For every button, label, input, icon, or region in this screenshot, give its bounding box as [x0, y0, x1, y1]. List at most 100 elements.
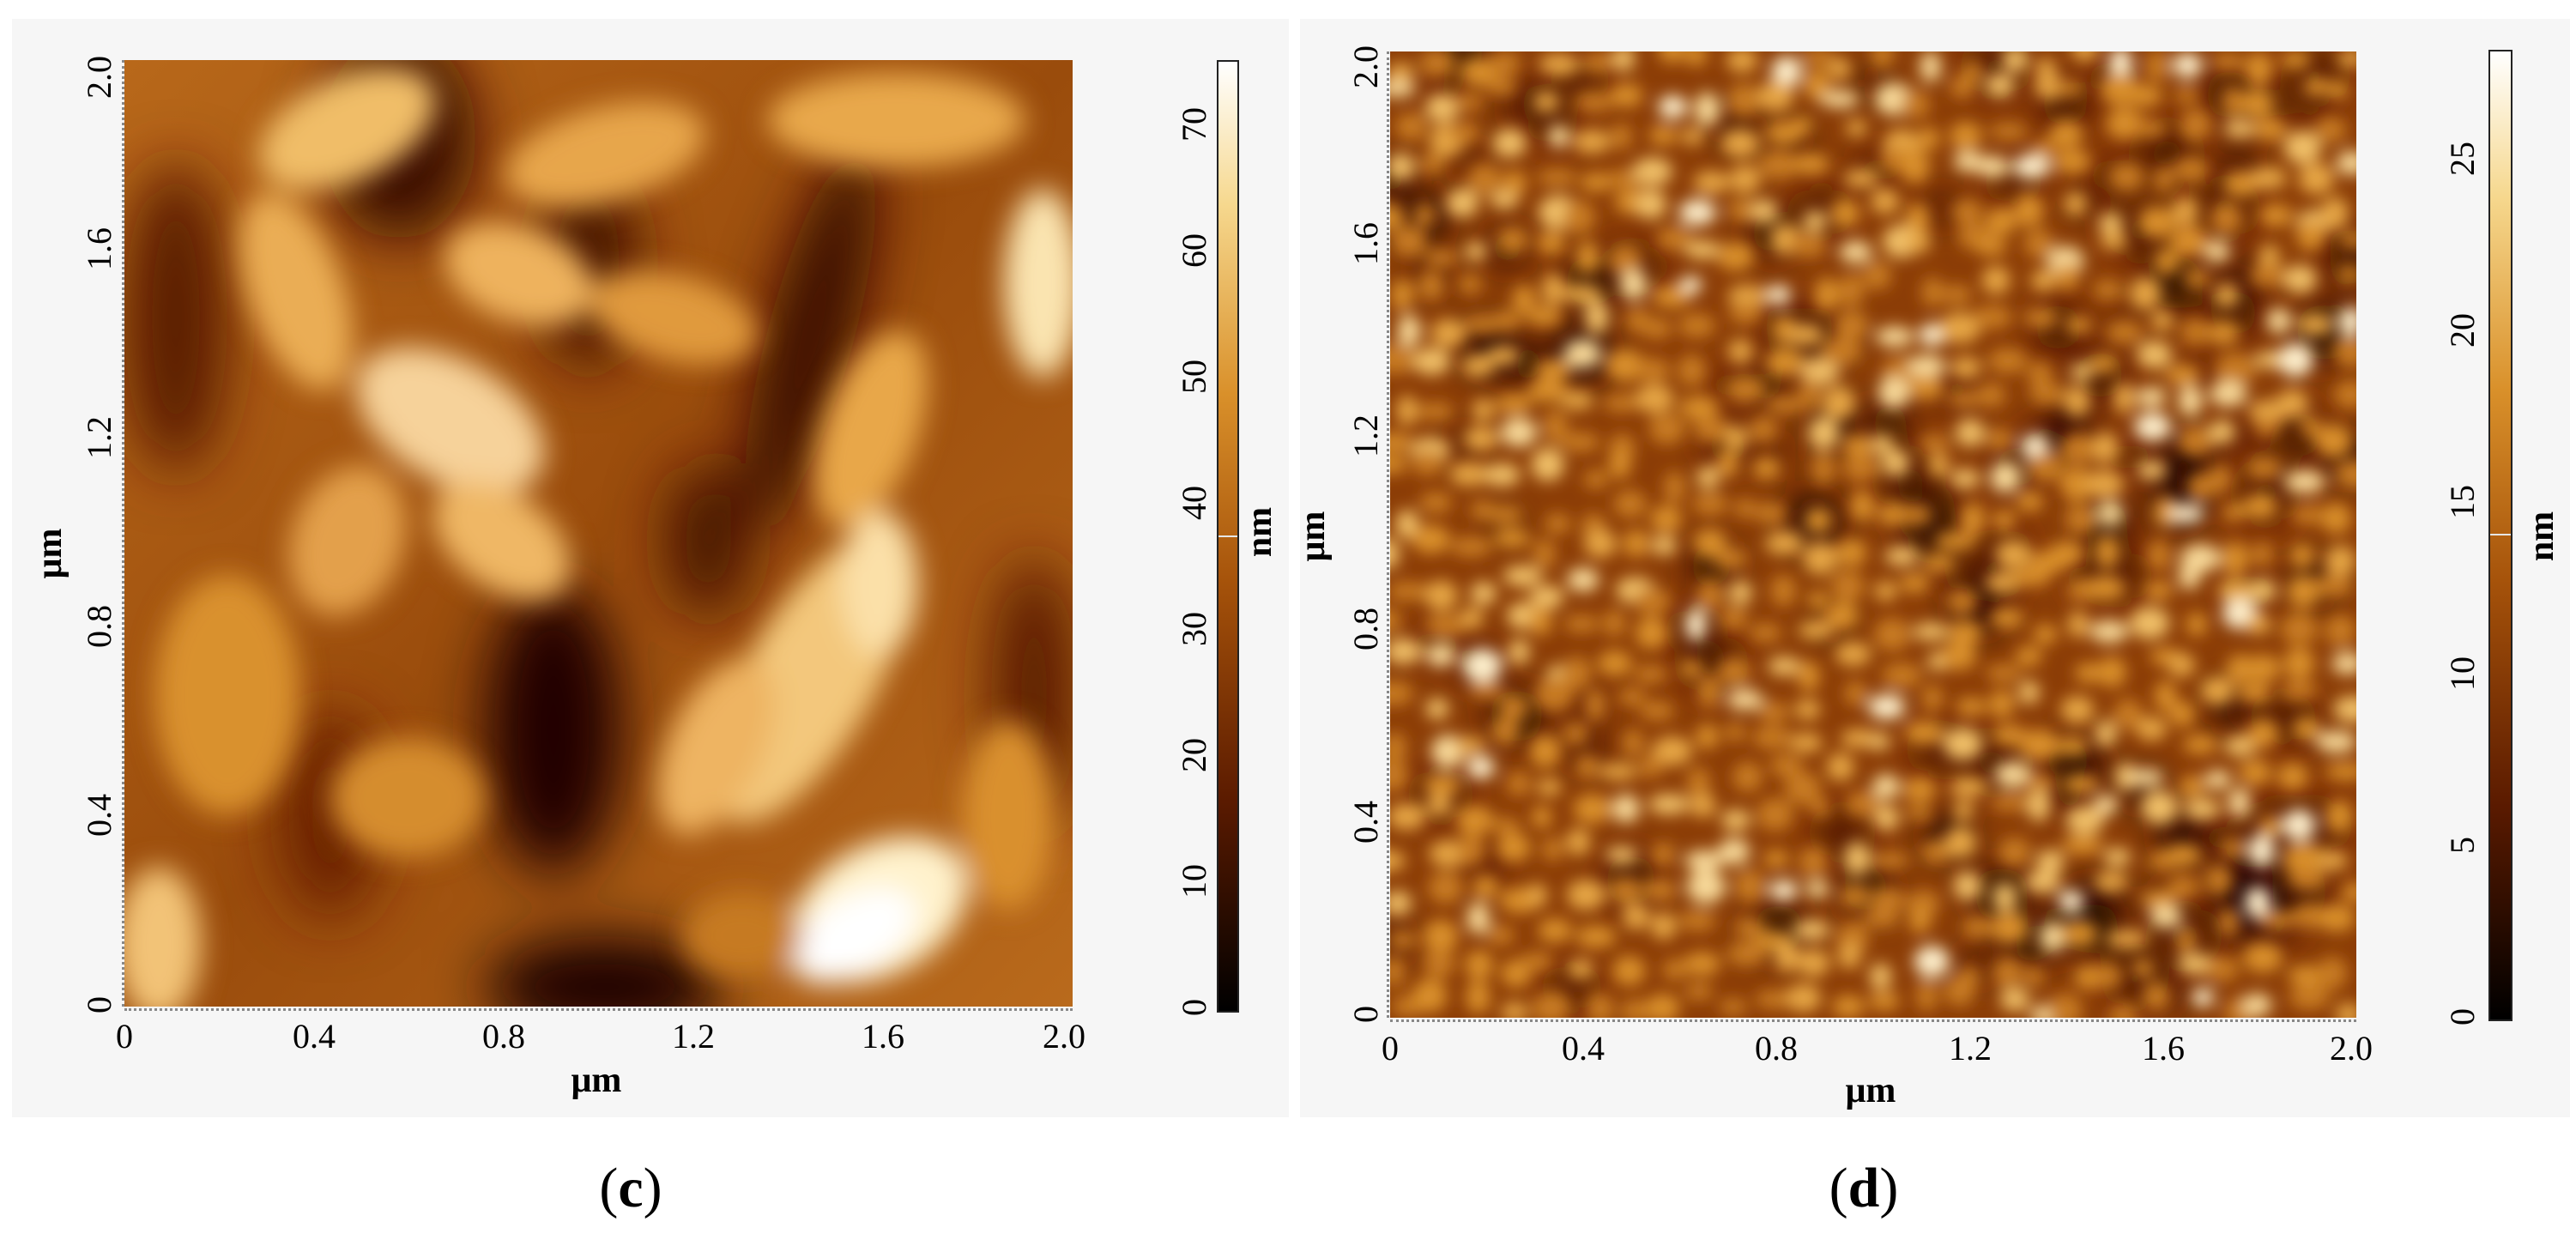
surface-grain [1809, 797, 1830, 818]
surface-grain [1882, 224, 1920, 258]
surface-grain [1560, 432, 1600, 452]
surface-grain [2259, 203, 2293, 227]
y-tick-label: 0.8 [80, 605, 118, 648]
surface-grain [1830, 570, 1865, 602]
surface-grain [2106, 320, 2144, 345]
surface-grain [2035, 850, 2065, 874]
surface-grain [1678, 313, 1716, 338]
surface-grain [2165, 364, 2201, 386]
surface-grain [1874, 805, 1900, 831]
surface-grain [1793, 919, 1830, 941]
surface-grain [1913, 622, 1949, 641]
surface-grain [1583, 469, 1609, 490]
surface-grain [2338, 306, 2356, 336]
surface-grain [1800, 357, 1841, 385]
surface-grain [1947, 620, 1983, 645]
surface-grain [1678, 910, 1716, 932]
surface-grain [2174, 926, 2197, 955]
surface-grain [1728, 302, 1763, 325]
surface-grain [1766, 285, 1792, 305]
surface-grain [1419, 51, 1454, 78]
colorbar-tick: 0 [2443, 1008, 2482, 1025]
surface-grain [1803, 210, 1827, 232]
surface-grain [1424, 249, 1459, 267]
surface-grain [1868, 991, 1900, 1011]
surface-grain [1390, 891, 1412, 916]
surface-grain [1573, 130, 1611, 154]
surface-grain [2321, 502, 2351, 535]
x-tick-label: 0.4 [1562, 1029, 1605, 1068]
x-tick-label: 0.8 [482, 1017, 525, 1056]
surface-grain [1650, 505, 1683, 533]
surface-grain [2249, 166, 2287, 190]
surface-grain [2246, 614, 2271, 635]
surface-grain [1531, 805, 1552, 829]
colorbar-tick: 40 [1175, 486, 1213, 520]
surface-grain [1828, 57, 1852, 80]
surface-grain [1466, 755, 1495, 779]
surface-grain [1869, 963, 1892, 990]
surface-grain [1612, 794, 1640, 823]
surface-grain [1950, 356, 1982, 379]
surface-grain [1804, 506, 1833, 535]
surface-grain [2098, 212, 2123, 235]
x-tick-label: 2.0 [2330, 1029, 2373, 1068]
surface-grain [2027, 788, 2051, 822]
surface-grain [2254, 417, 2279, 438]
surface-grain [1717, 242, 1755, 271]
surface-grain [1662, 959, 1687, 981]
surface-grain [1902, 89, 1931, 119]
surface-grain [1448, 462, 1490, 487]
surface-grain [1663, 471, 1685, 505]
x-axis-unit-c: μm [571, 1061, 622, 1100]
surface-grain [2057, 263, 2079, 291]
surface-grain [2244, 886, 2271, 919]
surface-grain [2178, 384, 2203, 416]
surface-grain [1915, 980, 1938, 1013]
surface-grain [2070, 362, 2093, 381]
surface-grain [1503, 565, 1543, 587]
surface-grain [2210, 201, 2243, 236]
surface-pit [2113, 442, 2144, 472]
surface-grain [1430, 318, 1466, 348]
surface-grain [2113, 699, 2143, 729]
surface-grain [1942, 641, 1977, 671]
surface-grain [1718, 838, 1751, 866]
surface-grain [2136, 387, 2167, 408]
surface-grain [1501, 1001, 1528, 1018]
surface-grain [1789, 232, 1827, 258]
surface-grain [1944, 826, 1977, 859]
surface-grain [1799, 378, 1820, 410]
surface-grain [1487, 505, 1523, 525]
surface-grain [2067, 611, 2089, 638]
surface-grain [1457, 832, 1485, 866]
surface-grain [1486, 924, 1515, 946]
x-axis-guide-c [124, 1004, 1073, 1011]
surface-grain [1752, 457, 1781, 480]
surface-grain [1651, 735, 1693, 766]
surface-grain [1543, 410, 1569, 444]
surface-grain [1871, 434, 1893, 455]
surface-grain [1836, 538, 1867, 567]
surface-grain [2054, 79, 2083, 97]
surface-grain [1953, 871, 1982, 901]
surface-grain [1987, 348, 2028, 374]
surface-grain [1977, 382, 2006, 408]
surface-grain [1803, 70, 1830, 100]
surface-grain [1561, 284, 1602, 304]
surface-grain [1875, 326, 1914, 348]
surface-grain [1575, 240, 1600, 274]
colorbar-marker-d [2490, 534, 2511, 535]
surface-grain [1955, 698, 1987, 716]
surface-pit [1870, 402, 1910, 443]
surface-grain [1754, 502, 1787, 525]
surface-grain [2053, 149, 2091, 174]
surface-grain [1581, 51, 1616, 73]
surface-grain [1390, 455, 1407, 475]
surface-grain [1830, 198, 1860, 228]
surface-grain [1635, 384, 1675, 414]
surface-grain [2331, 652, 2356, 675]
surface-grain [2086, 575, 2126, 602]
surface-grain [2185, 268, 2210, 288]
colorbar-tick: 30 [1175, 612, 1213, 646]
